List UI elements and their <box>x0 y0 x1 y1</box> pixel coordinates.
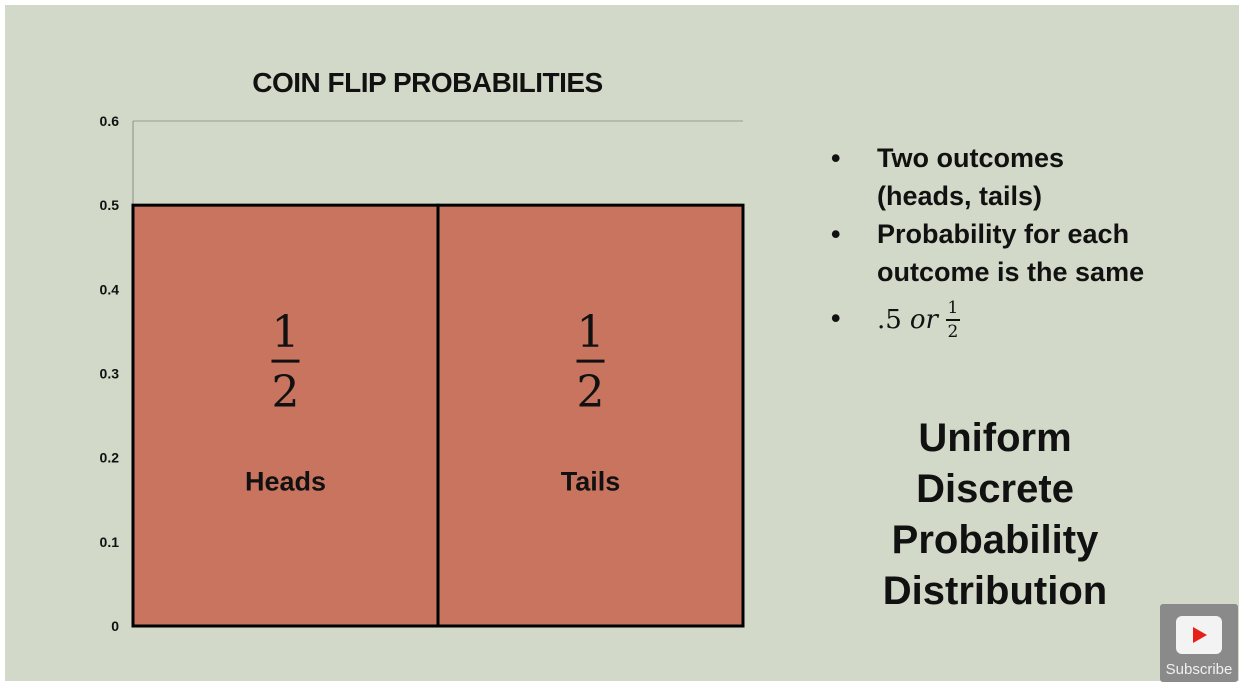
distribution-line: Uniform <box>918 416 1072 460</box>
bullet-line: Probability for each <box>877 219 1130 249</box>
subscribe-label: Subscribe <box>1165 661 1233 678</box>
bar-label-numerator: 1 <box>577 307 605 358</box>
youtube-play-icon <box>1176 616 1222 654</box>
bullet-item-probability: • Probability for each outcome is the sa… <box>831 215 1211 291</box>
y-tick-label: 0.5 <box>100 197 120 213</box>
y-tick-label: 0.3 <box>100 366 120 382</box>
bar <box>436 203 745 628</box>
subscribe-button[interactable]: Subscribe <box>1160 604 1238 682</box>
or-word: or <box>909 305 938 335</box>
bullet-line: (heads, tails) <box>877 181 1043 211</box>
y-tick-label: 0.1 <box>100 534 120 550</box>
bar-chart: 0 0.1 0.2 0.3 0.4 0.5 0.6 1 2 Heads 1 2 Tails <box>100 113 745 634</box>
x-category-label: Tails <box>561 467 621 497</box>
fraction-numerator: 1 <box>947 298 959 318</box>
bullet-item-value: • .5 or 1 2 <box>831 299 1211 341</box>
bullet-item-outcomes: • Two outcomes (heads, tails) <box>831 139 1211 215</box>
bar-label-numerator: 1 <box>272 307 300 358</box>
bullet-line: outcome is the same <box>877 257 1145 287</box>
chart-title: COIN FLIP PROBABILITIES <box>252 67 603 98</box>
y-tick-label: 0.6 <box>100 113 120 129</box>
bullet-list: • Two outcomes (heads, tails) • Probabil… <box>831 139 1211 341</box>
x-category-label: Heads <box>245 467 326 497</box>
distribution-line: Distribution <box>882 569 1108 613</box>
y-tick-label: 0.4 <box>100 281 120 297</box>
fraction-bar <box>945 319 960 321</box>
distribution-line: Probability <box>891 518 1099 562</box>
half-fraction: 1 2 <box>945 298 960 342</box>
bar-label-denominator: 2 <box>272 367 300 418</box>
bar-label-denominator: 2 <box>577 367 605 418</box>
slide-background: 0 0.1 0.2 0.3 0.4 0.5 0.6 1 2 Heads 1 2 Tails COIN F… <box>5 5 1239 681</box>
bullet-dot: • <box>831 143 841 173</box>
decimal-value: .5 <box>877 305 902 335</box>
distribution-line: Discrete <box>916 467 1074 511</box>
distribution-label: Uniform Discrete Probability Distributio… <box>865 413 1125 617</box>
value-expression: .5 or 1 2 <box>877 299 960 341</box>
bullet-line: Two outcomes <box>877 143 1065 173</box>
bar <box>131 203 440 628</box>
bullet-dot: • <box>831 303 841 333</box>
bullet-dot: • <box>831 219 841 249</box>
y-tick-label: 0.2 <box>100 450 120 466</box>
y-tick-label: 0 <box>111 618 119 634</box>
fraction-denominator: 2 <box>947 322 959 342</box>
